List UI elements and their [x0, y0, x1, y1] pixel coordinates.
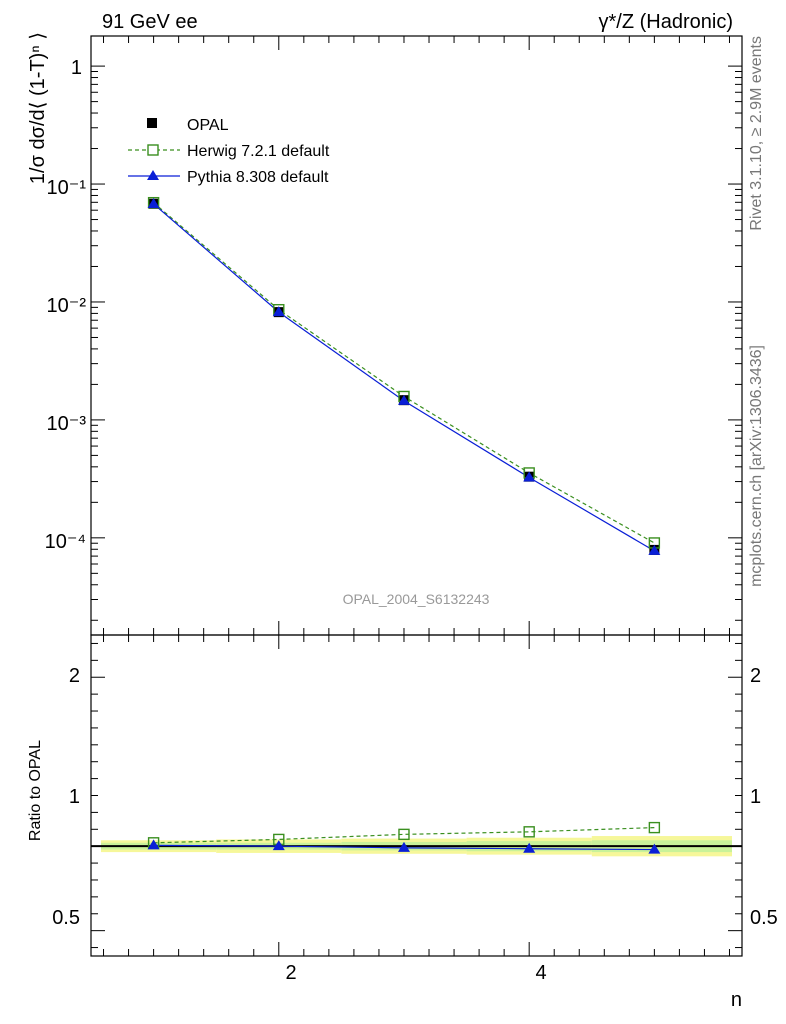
- ratio-ylabel: Ratio to OPAL: [27, 740, 44, 841]
- legend: OPAL Herwig 7.2.1 default Pythia 8.308 d…: [128, 117, 330, 186]
- mcplots-label: mcplots.cern.ch [arXiv:1306.3436]: [748, 345, 765, 587]
- header-left: 91 GeV ee: [102, 11, 198, 33]
- herwig-ratio-point: [648, 821, 661, 834]
- analysis-watermark: OPAL_2004_S6132243: [343, 591, 490, 607]
- legend-marker-opal: [147, 118, 157, 128]
- main-ytick-label-1e-1: 10⁻¹: [47, 177, 87, 199]
- herwig-main-line: [153, 202, 655, 544]
- ratio-ytick-label-0.5: 0.5: [52, 907, 80, 929]
- main-ytick-label-1e-3: 10⁻³: [47, 413, 87, 435]
- pythia-point: [397, 394, 410, 405]
- main-ytick-labels: 10⁻⁴ 10⁻³ 10⁻² 10⁻¹ 1: [45, 57, 87, 553]
- ratio-panel-frame: [90, 634, 743, 957]
- header-right: γ*/Z (Hadronic): [599, 11, 733, 33]
- pythia-main-line: [153, 203, 655, 552]
- legend-label-pythia: Pythia 8.308 default: [187, 169, 329, 186]
- pythia-ratio-point: [397, 841, 410, 852]
- pythia-point: [648, 544, 661, 555]
- ratio-ytick-labels-right: 0.5 1 2: [750, 665, 778, 929]
- x-axis-label: n: [731, 989, 742, 1011]
- ratio-ytick-labels-left: 0.5 1 2: [52, 665, 80, 929]
- legend-label-opal: OPAL: [187, 117, 229, 134]
- herwig-ratio-point: [523, 826, 535, 838]
- legend-marker-herwig: [147, 144, 159, 156]
- main-ytick-label-1: 1: [71, 57, 82, 79]
- pythia-point: [147, 197, 160, 208]
- xtick-label-2: 2: [285, 962, 296, 984]
- legend-marker-pythia: [147, 170, 159, 180]
- pythia-ratio-point: [272, 840, 285, 851]
- pythia-ratio-point: [147, 839, 160, 850]
- ratio-ytick-label-2: 2: [69, 665, 80, 687]
- xtick-label-4: 4: [535, 962, 546, 984]
- legend-label-herwig: Herwig 7.2.1 default: [187, 143, 330, 160]
- pythia-ratio-point: [648, 843, 661, 854]
- xtick-labels: 2 4: [285, 962, 546, 984]
- main-ytick-label-1e-2: 10⁻²: [47, 295, 87, 317]
- pythia-ratio-point: [523, 842, 536, 853]
- data-series: [147, 196, 661, 854]
- pythia-point: [272, 306, 285, 317]
- herwig-ratio-point: [398, 828, 410, 841]
- ratio-ytick-label-right-1: 1: [750, 786, 761, 808]
- ratio-ytick-label-1: 1: [69, 786, 80, 808]
- ratio-ytick-label-right-0.5: 0.5: [750, 907, 778, 929]
- rivet-label: Rivet 3.1.10, ≥ 2.9M events: [748, 36, 765, 231]
- pythia-point: [523, 471, 536, 482]
- axis-ticks: [91, 36, 742, 956]
- main-ylabel: 1/σ dσ/d⟨ (1-T)ⁿ ⟩: [27, 32, 49, 184]
- main-ytick-label-1e-4: 10⁻⁴: [45, 531, 86, 553]
- ratio-ytick-label-right-2: 2: [750, 665, 761, 687]
